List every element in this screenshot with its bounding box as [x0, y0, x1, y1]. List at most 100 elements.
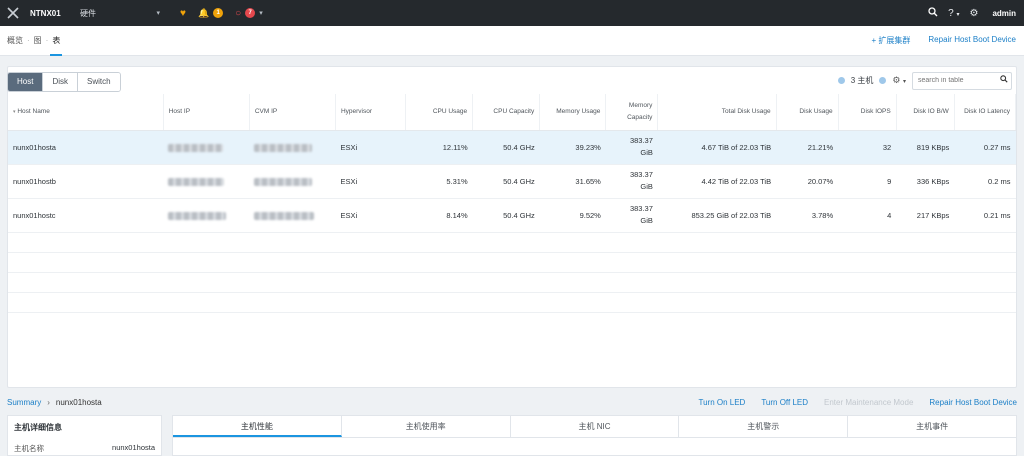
segment-host[interactable]: Host: [8, 72, 44, 91]
host-table: ▾ Host Name Host IP CVM IP Hypervisor CP…: [8, 94, 1017, 313]
user-menu[interactable]: admin: [992, 8, 1016, 18]
repair-host-boot-link[interactable]: Repair Host Boot Device: [928, 35, 1016, 44]
expand-cluster-link[interactable]: + 扩展集群: [871, 36, 911, 45]
turn-off-led-link[interactable]: Turn Off LED: [761, 397, 809, 407]
table-header-row: ▾ Host Name Host IP CVM IP Hypervisor CP…: [8, 94, 1017, 131]
segment-switch[interactable]: Switch: [78, 72, 120, 91]
events-circle-icon[interactable]: ○: [235, 7, 242, 19]
chevron-right-icon: ›: [47, 397, 50, 407]
memory-usage-cell: 39.23%: [539, 130, 606, 165]
disk-iops-cell: 4: [838, 198, 897, 233]
cvm-ip-cell: [249, 130, 336, 165]
disk-usage-cell: 20.07%: [776, 164, 839, 199]
host-name-value: nunx01hosta: [112, 443, 155, 452]
breadcrumb-separator: ·: [45, 36, 49, 45]
table-row[interactable]: nunx01hostb ESXi 5.31% 50.4 GHz 31.65% 3…: [8, 164, 1016, 199]
header-disk-io-bw[interactable]: Disk IO B/W: [896, 94, 955, 131]
top-bar: NTNX01 硬件 ▾ ♥ 🔔 1 ○ 7 ▾ ? ▾ ⚙ admin: [0, 0, 1024, 26]
selected-host-name: nunx01hosta: [55, 397, 102, 407]
tab-host-alerts[interactable]: 主机警示: [679, 416, 849, 437]
empty-row: [8, 292, 1016, 313]
host-ip-cell: [163, 198, 250, 233]
disk-io-latency-cell: 0.27 ms: [954, 130, 1016, 165]
breadcrumb-overview[interactable]: 概览: [7, 36, 23, 45]
alerts-bell-icon[interactable]: 🔔: [197, 7, 210, 18]
header-host-ip[interactable]: Host IP: [163, 94, 250, 131]
search-icon[interactable]: [1000, 74, 1008, 85]
sub-navigation: 概览 · 图 · 表 + 扩展集群 Repair Host Boot Devic…: [0, 26, 1024, 56]
tab-host-usage[interactable]: 主机使用率: [342, 416, 511, 437]
memory-usage-cell: 9.52%: [539, 198, 606, 233]
host-name-cell[interactable]: nunx01hosta: [8, 130, 164, 165]
disk-io-bw-cell: 336 KBps: [896, 164, 955, 199]
header-cpu-capacity[interactable]: CPU Capacity: [472, 94, 541, 131]
health-heart-icon[interactable]: ♥: [180, 7, 186, 19]
disk-usage-cell: 3.78%: [776, 198, 839, 233]
header-cpu-usage[interactable]: CPU Usage: [405, 94, 474, 131]
header-host-name[interactable]: ▾ Host Name: [8, 94, 164, 131]
chevron-down-icon[interactable]: ▾: [259, 10, 263, 17]
total-disk-usage-cell: 853.25 GiB of 22.03 TiB: [657, 198, 777, 233]
memory-usage-cell: 31.65%: [539, 164, 606, 199]
repair-host-boot-device-link[interactable]: Repair Host Boot Device: [929, 397, 1017, 407]
host-details-panel: 主机详细信息 主机名称 nunx01hosta: [7, 415, 162, 456]
search-icon[interactable]: [928, 6, 938, 20]
gear-icon[interactable]: ⚙ ▾: [892, 75, 906, 85]
total-disk-usage-cell: 4.67 TiB of 22.03 TiB: [657, 130, 777, 165]
memory-capacity-cell: 383.37 GiB: [605, 164, 658, 199]
metrics-tabs: 主机性能 主机使用率 主机 NIC 主机警示 主机事件: [173, 416, 1016, 438]
event-count-badge[interactable]: 7: [245, 8, 256, 18]
breadcrumb-diagram[interactable]: 图: [33, 36, 42, 45]
header-cvm-ip[interactable]: CVM IP: [249, 94, 336, 131]
host-name-label: 主机名称: [14, 444, 44, 453]
hypervisor-cell: ESXi: [335, 164, 406, 199]
view-segment-control: Host Disk Switch: [7, 71, 121, 92]
disk-io-latency-cell: 0.21 ms: [954, 198, 1016, 233]
search-input[interactable]: [912, 71, 1012, 90]
cpu-usage-cell: 5.31%: [405, 164, 473, 199]
header-disk-iops[interactable]: Disk IOPS: [838, 94, 897, 131]
tab-host-nic[interactable]: 主机 NIC: [511, 416, 680, 437]
segment-disk[interactable]: Disk: [43, 72, 79, 91]
memory-capacity-cell: 383.37 GiB: [605, 198, 658, 233]
main-menu-label: 硬件: [80, 8, 96, 18]
nutanix-logo-icon[interactable]: [0, 0, 26, 26]
header-hypervisor[interactable]: Hypervisor: [335, 94, 407, 131]
gear-icon[interactable]: ⚙: [969, 7, 979, 19]
cpu-capacity-cell: 50.4 GHz: [472, 198, 540, 233]
table-row[interactable]: nunx01hostc ESXi 8.14% 50.4 GHz 9.52% 38…: [8, 198, 1016, 233]
cpu-capacity-cell: 50.4 GHz: [472, 130, 540, 165]
header-disk-usage[interactable]: Disk Usage: [776, 94, 839, 131]
cpu-usage-cell: 8.14%: [405, 198, 473, 233]
tab-host-performance[interactable]: 主机性能: [173, 416, 342, 437]
breadcrumb-table[interactable]: 表: [50, 36, 63, 56]
host-name-cell[interactable]: nunx01hostc: [8, 198, 164, 233]
header-total-disk-usage[interactable]: Total Disk Usage: [657, 94, 777, 131]
turn-on-led-link[interactable]: Turn On LED: [698, 397, 746, 407]
header-memory-capacity[interactable]: Memory Capacity: [605, 94, 659, 131]
cpu-capacity-cell: 50.4 GHz: [472, 164, 540, 199]
empty-row: [8, 272, 1016, 293]
info-dot-icon: [837, 77, 845, 84]
host-name-cell[interactable]: nunx01hostb: [8, 164, 164, 199]
help-icon[interactable]: ? ▾: [948, 7, 960, 19]
disk-io-bw-cell: 217 KBps: [896, 198, 955, 233]
main-menu-dropdown[interactable]: 硬件 ▾: [80, 8, 160, 19]
hypervisor-cell: ESXi: [335, 198, 406, 233]
cvm-ip-cell: [249, 198, 336, 233]
tab-host-events[interactable]: 主机事件: [916, 422, 949, 431]
alert-count-badge[interactable]: 1: [213, 8, 224, 18]
header-disk-io-latency[interactable]: Disk IO Latency: [954, 94, 1017, 131]
total-disk-usage-cell: 4.42 TiB of 22.03 TiB: [657, 164, 777, 199]
enter-maintenance-mode-link: Enter Maintenance Mode: [824, 397, 914, 407]
detail-bar: Summary › nunx01hosta Turn On LED Turn O…: [7, 394, 1017, 410]
table-toolbar: Host Disk Switch 3 主机 ⚙ ▾: [7, 67, 1016, 94]
cluster-name[interactable]: NTNX01: [30, 8, 61, 18]
host-metrics-panel: 主机性能 主机使用率 主机 NIC 主机警示 主机事件: [172, 415, 1017, 456]
summary-link[interactable]: Summary: [7, 397, 42, 407]
info-dot-icon: [879, 77, 887, 84]
disk-iops-cell: 9: [838, 164, 897, 199]
empty-row: [8, 232, 1016, 253]
header-memory-usage[interactable]: Memory Usage: [539, 94, 607, 131]
table-row[interactable]: nunx01hosta ESXi 12.11% 50.4 GHz 39.23% …: [8, 130, 1016, 165]
